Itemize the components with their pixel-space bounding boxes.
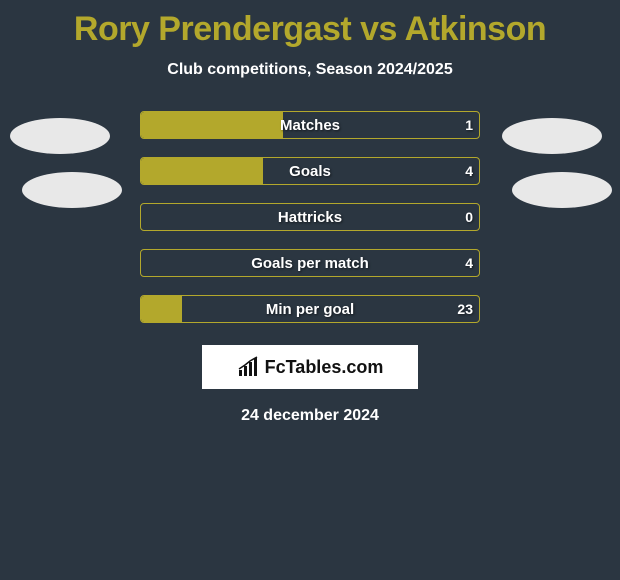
subtitle: Club competitions, Season 2024/2025 [0,61,620,79]
stat-track: Matches 1 [140,111,480,139]
stat-label: Hattricks [141,204,479,230]
page-title: Rory Prendergast vs Atkinson [0,0,620,49]
stat-track: Min per goal 23 [140,295,480,323]
brand-box[interactable]: FcTables.com [202,345,418,389]
stat-row-min-per-goal: Min per goal 23 [140,295,480,323]
avatar-player1-bottom [22,172,122,208]
stat-label: Min per goal [141,296,479,322]
avatar-player2-top [502,118,602,154]
stat-value-right: 23 [457,296,473,322]
chart-icon [237,356,261,378]
stat-track: Hattricks 0 [140,203,480,231]
stat-fill-left [141,112,283,138]
stat-row-hattricks: Hattricks 0 [140,203,480,231]
stat-track: Goals 4 [140,157,480,185]
stat-label: Goals per match [141,250,479,276]
stat-fill-left [141,158,263,184]
stat-row-goals-per-match: Goals per match 4 [140,249,480,277]
stat-row-matches: Matches 1 [140,111,480,139]
stat-value-right: 4 [465,158,473,184]
stat-row-goals: Goals 4 [140,157,480,185]
date-text: 24 december 2024 [0,407,620,425]
avatar-player1-top [10,118,110,154]
stat-fill-left [141,296,182,322]
stat-value-right: 1 [465,112,473,138]
stat-value-right: 0 [465,204,473,230]
avatar-player2-bottom [512,172,612,208]
brand-text: FcTables.com [265,357,384,378]
stat-track: Goals per match 4 [140,249,480,277]
stat-value-right: 4 [465,250,473,276]
